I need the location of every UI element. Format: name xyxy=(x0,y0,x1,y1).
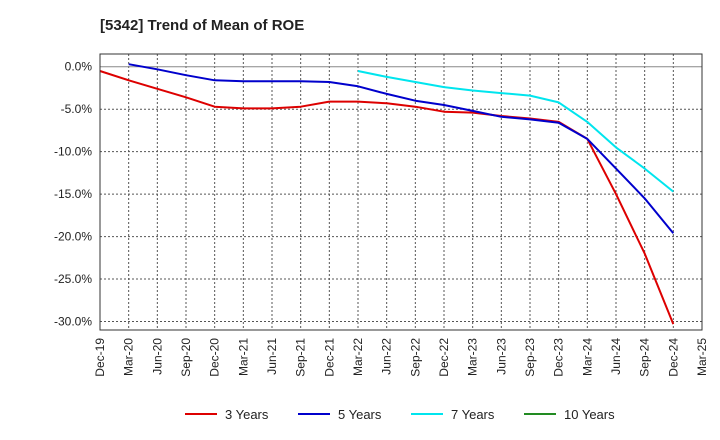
x-tick-label: Mar-22 xyxy=(351,338,365,376)
x-tick-label: Jun-21 xyxy=(265,338,279,375)
x-tick-label: Sep-24 xyxy=(638,338,652,377)
x-tick-label: Dec-19 xyxy=(93,338,107,377)
y-tick-label: -30.0% xyxy=(54,315,92,329)
chart-title: [5342] Trend of Mean of ROE xyxy=(100,17,304,34)
y-axis-ticks: 0.0% -5.0% -10.0% -15.0% -20.0% -25.0% -30.0% xyxy=(54,60,92,329)
plot-frame xyxy=(99,53,703,331)
x-tick-label: Jun-24 xyxy=(609,338,623,375)
x-tick-label: Mar-25 xyxy=(695,338,709,376)
x-tick-label: Sep-23 xyxy=(523,338,537,377)
legend-label: 10 Years xyxy=(564,407,615,422)
series-line-7-years xyxy=(357,70,674,193)
legend: 3 Years 5 Years 7 Years 10 Years xyxy=(185,407,615,422)
legend-label: 7 Years xyxy=(451,407,495,422)
y-tick-label: -25.0% xyxy=(54,272,92,286)
x-tick-label: Sep-20 xyxy=(179,338,193,377)
x-tick-label: Sep-21 xyxy=(294,338,308,377)
x-tick-label: Mar-20 xyxy=(122,338,136,376)
y-tick-label: 0.0% xyxy=(65,60,93,74)
legend-label: 5 Years xyxy=(338,407,382,422)
x-tick-label: Dec-23 xyxy=(552,338,566,377)
y-tick-label: -10.0% xyxy=(54,145,92,159)
series-line-5-years xyxy=(128,63,675,234)
x-tick-label: Dec-20 xyxy=(208,338,222,377)
x-tick-label: Dec-21 xyxy=(322,338,336,377)
x-tick-label: Sep-22 xyxy=(408,338,422,377)
y-tick-label: -5.0% xyxy=(61,102,93,116)
legend-label: 3 Years xyxy=(225,407,269,422)
series-lines xyxy=(99,63,675,325)
x-axis-ticks: Dec-19 Mar-20 Jun-20 Sep-20 Dec-20 Mar-21 Jun-… xyxy=(93,338,709,377)
y-tick-label: -15.0% xyxy=(54,187,92,201)
x-tick-label: Dec-22 xyxy=(437,338,451,377)
grid-lines xyxy=(100,54,702,330)
y-tick-label: -20.0% xyxy=(54,230,92,244)
x-tick-label: Mar-23 xyxy=(466,338,480,376)
x-tick-label: Dec-24 xyxy=(666,338,680,377)
x-tick-label: Jun-23 xyxy=(494,338,508,375)
x-tick-label: Mar-21 xyxy=(236,338,250,376)
x-tick-label: Mar-24 xyxy=(580,338,594,376)
x-tick-label: Jun-22 xyxy=(380,338,394,375)
x-tick-label: Jun-20 xyxy=(150,338,164,375)
